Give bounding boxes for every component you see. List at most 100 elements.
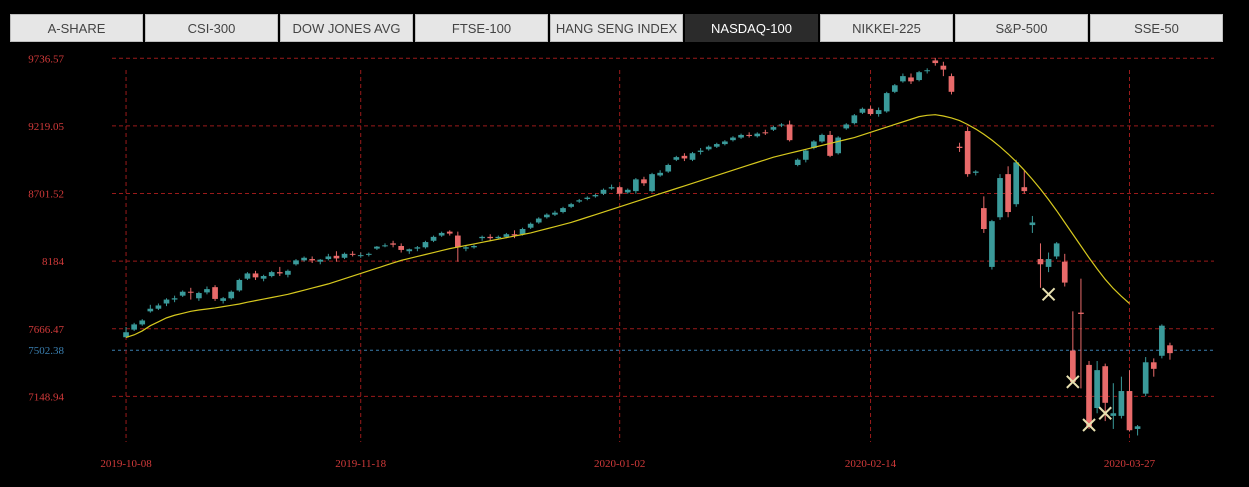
candle [1045,252,1052,273]
candle [1037,243,1044,288]
candle [204,286,210,295]
candle [544,213,550,219]
tab-a-share[interactable]: A-SHARE [10,14,143,42]
candle-body [1126,391,1133,431]
candle [155,303,162,311]
candle-body [843,124,850,129]
candle [746,132,752,138]
candle [382,243,388,248]
candle-body [365,253,372,255]
tab-nasdaq-100[interactable]: NASDAQ-100 [685,14,818,42]
candle-body [900,76,906,82]
candle-body [1167,345,1173,354]
candle [236,278,243,292]
candle [972,170,979,176]
candle [131,322,137,331]
candle-body [390,243,396,245]
candle [900,73,906,83]
candle [762,129,769,135]
candle [568,202,574,209]
tab-ftse-100[interactable]: FTSE-100 [415,14,548,42]
candle-body [1078,312,1084,314]
candle-body [730,137,736,141]
candle-body [325,256,332,260]
candle-body [851,115,858,124]
tab-sse-50[interactable]: SSE-50 [1090,14,1223,42]
x-tick-label: 2019-10-08 [100,458,152,470]
candle [552,210,558,216]
candle [1142,357,1149,397]
candle-body [1118,391,1125,416]
candle [147,304,154,313]
candle [422,240,429,249]
candle [665,163,672,173]
candle-body [293,260,299,265]
candle-body [657,172,663,176]
candle [1102,363,1109,422]
tab-nikkei-225[interactable]: NIKKEI-225 [820,14,953,42]
y-tick-label: 7666.47 [28,324,64,336]
candle-body [1029,222,1036,226]
candle [374,246,380,250]
candle [633,178,639,194]
candle-body [228,291,235,299]
candle [689,151,696,162]
candle [867,106,874,116]
y-tick-label: 8184 [42,256,65,268]
candle-body [665,164,672,172]
candles [123,57,1173,436]
candle-body [479,236,485,239]
candle [179,290,186,297]
candle [535,217,542,224]
candle-body [754,133,761,137]
x-tick-label: 2020-03-27 [1104,458,1156,470]
candle-body [147,308,154,312]
candle-body [592,195,599,197]
candle-body [285,270,291,275]
candle-body [212,287,218,299]
candle-body [131,324,137,330]
candle [511,230,518,239]
candle [989,219,995,270]
candle [932,57,939,66]
candle-body [891,85,898,92]
tab-hang-seng-index[interactable]: HANG SENG INDEX [550,14,683,42]
candle [487,234,494,241]
candle [471,244,477,249]
candle [673,155,680,162]
tab-csi-300[interactable]: CSI-300 [145,14,278,42]
candle [794,158,801,167]
candle-body [309,259,316,261]
marker-stroke [1041,287,1056,302]
candle-body [560,208,566,213]
candle [365,252,372,257]
candle [171,295,178,303]
candle-body [204,289,210,293]
candle [309,256,316,263]
candle-body [535,218,542,223]
candle-body [179,291,186,296]
tab-sp-500[interactable]: S&P-500 [955,14,1088,42]
candle [908,73,914,84]
candle-body [317,259,324,262]
candle [616,185,623,197]
candle [285,269,291,278]
candle [827,131,833,158]
candle [980,196,987,233]
ma-line [125,114,1130,339]
tab-dow-jones-avg[interactable]: DOW JONES AVG [280,14,413,42]
candle-body [762,132,769,134]
x-tick-label: 2019-11-18 [335,458,386,470]
candle-body [964,131,971,175]
candle [592,193,599,198]
candle [754,132,761,138]
candle-body [438,232,445,236]
candle-body [673,157,680,160]
candle [851,114,858,125]
candle [681,153,688,162]
candle [196,291,202,301]
candle [1029,215,1036,233]
candle-body [1037,259,1044,265]
candle-body [778,124,785,126]
